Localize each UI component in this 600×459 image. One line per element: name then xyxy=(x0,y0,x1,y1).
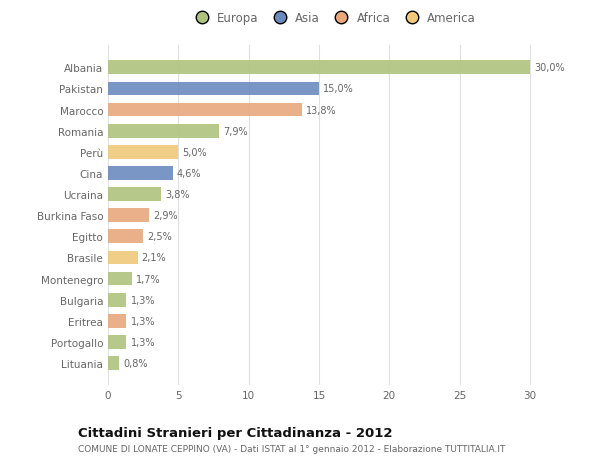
Bar xyxy=(108,103,302,117)
Text: 1,3%: 1,3% xyxy=(131,337,155,347)
Bar xyxy=(108,251,137,265)
Bar xyxy=(108,357,119,370)
Text: 7,9%: 7,9% xyxy=(223,126,248,136)
Bar xyxy=(108,167,173,180)
Text: 2,5%: 2,5% xyxy=(148,232,172,242)
Text: 15,0%: 15,0% xyxy=(323,84,354,94)
Bar xyxy=(108,314,126,328)
Text: 3,8%: 3,8% xyxy=(166,190,190,200)
Text: 2,9%: 2,9% xyxy=(153,211,178,221)
Bar xyxy=(108,124,219,138)
Text: 1,7%: 1,7% xyxy=(136,274,161,284)
Text: 1,3%: 1,3% xyxy=(131,295,155,305)
Text: 1,3%: 1,3% xyxy=(131,316,155,326)
Bar xyxy=(108,146,178,159)
Text: 0,8%: 0,8% xyxy=(124,358,148,368)
Bar xyxy=(108,230,143,244)
Bar xyxy=(108,83,319,96)
Bar xyxy=(108,336,126,349)
Text: 2,1%: 2,1% xyxy=(142,253,166,263)
Text: 4,6%: 4,6% xyxy=(177,168,202,179)
Bar xyxy=(108,188,161,202)
Bar xyxy=(108,209,149,223)
Text: Cittadini Stranieri per Cittadinanza - 2012: Cittadini Stranieri per Cittadinanza - 2… xyxy=(78,426,392,439)
Text: 5,0%: 5,0% xyxy=(182,147,207,157)
Bar xyxy=(108,62,530,75)
Bar xyxy=(108,293,126,307)
Text: 30,0%: 30,0% xyxy=(534,63,565,73)
Text: COMUNE DI LONATE CEPPINO (VA) - Dati ISTAT al 1° gennaio 2012 - Elaborazione TUT: COMUNE DI LONATE CEPPINO (VA) - Dati IST… xyxy=(78,444,505,453)
Legend: Europa, Asia, Africa, America: Europa, Asia, Africa, America xyxy=(185,8,481,30)
Bar xyxy=(108,272,132,286)
Text: 13,8%: 13,8% xyxy=(306,106,337,115)
